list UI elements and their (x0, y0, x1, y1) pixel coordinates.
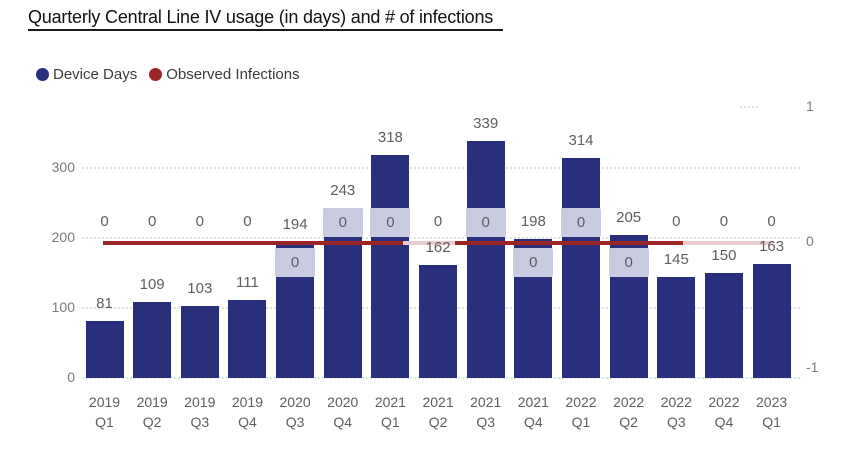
x-axis-label: 2022 Q3 (660, 394, 692, 430)
legend: Device Days Observed Infections (36, 66, 300, 83)
x-axis-label: 2021 Q4 (517, 394, 549, 430)
bar-value-label: 111 (236, 274, 259, 292)
bar-device-days[interactable] (466, 140, 505, 378)
infection-trend-line-faded (403, 241, 455, 245)
bar-value-label: 198 (520, 213, 546, 231)
x-axis-label: 2019 Q1 (88, 394, 121, 430)
infection-value-label-boxed: 0 (370, 208, 411, 237)
bar-value-label: 103 (187, 279, 213, 297)
gridline (740, 106, 758, 108)
bar-value-label: 318 (377, 129, 403, 147)
bar-value-label: 194 (282, 216, 308, 234)
y-axis-tick-label: 200 (51, 229, 75, 245)
y-axis-tick-label: 100 (51, 299, 75, 315)
bar-device-days[interactable] (419, 264, 458, 378)
infection-value-label-boxed: 0 (275, 248, 316, 277)
secondary-axis-tick-label: 0 (806, 233, 814, 249)
infection-value-label-boxed: 0 (322, 208, 363, 237)
bar-device-days[interactable] (228, 300, 267, 378)
x-axis-label: 2019 Q4 (231, 394, 264, 430)
infection-value-label: 0 (433, 213, 443, 230)
device-days-dot-icon (36, 68, 49, 81)
infection-trend-line[interactable] (103, 241, 683, 245)
x-axis-label: 2021 Q3 (470, 394, 502, 430)
bar-value-label: 81 (96, 295, 113, 313)
bar-device-days[interactable] (704, 273, 743, 378)
y-axis-tick-label: 300 (51, 159, 75, 175)
legend-label: Device Days (53, 66, 138, 83)
legend-item-observed-infections[interactable]: Observed Infections (149, 66, 300, 83)
bar-value-label: 145 (663, 250, 689, 268)
bar-value-label: 205 (616, 208, 642, 226)
bar-device-days[interactable] (180, 305, 219, 378)
gridline (82, 377, 800, 379)
infection-value-label: 0 (100, 213, 109, 230)
bar-value-label: 109 (139, 275, 165, 293)
gridline (82, 237, 800, 239)
infection-value-label: 0 (767, 213, 776, 230)
infection-value-label-boxed: 0 (561, 208, 601, 237)
y-axis-tick-label: 0 (67, 369, 75, 385)
infection-value-label-boxed: 0 (465, 208, 506, 237)
infection-value-label: 0 (719, 213, 729, 230)
infection-value-label: 0 (672, 213, 681, 230)
gridline (82, 167, 800, 169)
secondary-axis-tick-label: 1 (806, 98, 814, 114)
x-axis-label: 2022 Q4 (708, 394, 740, 430)
x-axis-label: 2021 Q2 (422, 394, 454, 430)
x-axis-label: 2019 Q2 (136, 394, 168, 430)
legend-label: Observed Infections (166, 66, 300, 83)
observed-infections-dot-icon (149, 68, 163, 81)
bar-device-days[interactable] (85, 321, 124, 378)
page-title: Quarterly Central Line IV usage (in days… (28, 7, 504, 31)
bar-device-days[interactable] (371, 155, 410, 378)
infection-value-label-boxed: 0 (513, 248, 554, 277)
bar-value-label: 339 (473, 114, 499, 132)
x-axis-label: 2023 Q1 (756, 394, 788, 430)
infection-value-label: 0 (243, 213, 252, 230)
x-axis-label: 2022 Q1 (565, 394, 597, 430)
bar-device-days[interactable] (752, 263, 791, 378)
x-axis-label: 2022 Q2 (613, 394, 645, 430)
bar-value-label: 314 (568, 132, 594, 150)
infection-value-label: 0 (147, 213, 157, 230)
x-axis-label: 2021 Q1 (374, 394, 406, 430)
secondary-axis-tick-label: -1 (806, 359, 819, 375)
bar-value-label: 162 (425, 238, 451, 256)
infection-value-label-boxed: 0 (608, 248, 649, 277)
bar-value-label: 243 (330, 181, 356, 199)
bar-value-label: 150 (711, 247, 737, 264)
x-axis-label: 2020 Q4 (327, 394, 359, 430)
bar-device-days[interactable] (562, 158, 600, 378)
bar-value-label: 163 (759, 237, 785, 255)
infection-value-label: 0 (195, 213, 204, 230)
x-axis-label: 2019 Q3 (184, 394, 216, 430)
bar-device-days[interactable] (133, 301, 172, 378)
infection-trend-line-faded (683, 241, 773, 245)
bar-device-days[interactable] (657, 276, 696, 378)
x-axis-label: 2020 Q3 (279, 394, 311, 430)
legend-item-device-days[interactable]: Device Days (36, 66, 137, 83)
